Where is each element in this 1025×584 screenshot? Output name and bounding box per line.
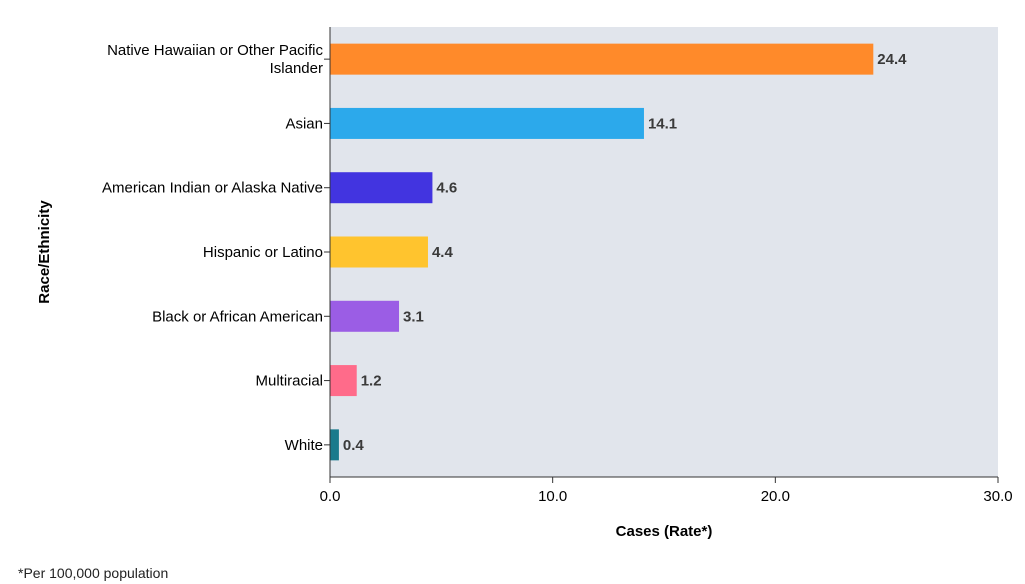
category-label-3: Hispanic or Latino (203, 244, 323, 261)
category-label-2: American Indian or Alaska Native (102, 180, 323, 197)
x-tick-label-3: 30.0 (983, 488, 1012, 505)
category-label-line: Multiracial (255, 373, 323, 390)
value-label-4: 3.1 (403, 308, 424, 325)
x-axis-title: Cases (Rate*) (616, 523, 713, 540)
bar-4 (330, 300, 400, 332)
bar-5 (330, 365, 357, 397)
plot-area (330, 27, 998, 477)
value-label-1: 14.1 (648, 115, 677, 132)
bar-2 (330, 172, 433, 204)
value-label-2: 4.6 (436, 180, 457, 197)
category-label-line: White (285, 437, 323, 454)
category-label-line: Asian (285, 115, 323, 132)
bar-6 (330, 429, 339, 461)
category-label-line: Hispanic or Latino (203, 244, 323, 261)
value-label-0: 24.4 (877, 51, 907, 68)
bar-0 (330, 43, 874, 75)
value-label-3: 4.4 (432, 244, 454, 261)
category-label-line: Native Hawaiian or Other Pacific (107, 42, 323, 59)
bar-1 (330, 107, 644, 139)
x-tick-label-2: 20.0 (761, 488, 790, 505)
x-tick-label-1: 10.0 (538, 488, 567, 505)
y-axis-title: Race/Ethnicity (36, 200, 53, 304)
x-tick-label-0: 0.0 (320, 488, 341, 505)
category-label-5: Multiracial (255, 373, 323, 390)
footnote: *Per 100,000 population (18, 565, 169, 581)
category-label-line: Islander (270, 60, 323, 77)
category-label-6: White (285, 437, 323, 454)
category-label-4: Black or African American (152, 308, 323, 325)
value-label-6: 0.4 (343, 437, 365, 454)
category-label-1: Asian (285, 115, 323, 132)
value-label-5: 1.2 (361, 373, 382, 390)
category-label-line: American Indian or Alaska Native (102, 180, 323, 197)
bar-3 (330, 236, 428, 268)
category-label-0: Native Hawaiian or Other Pacific Islander (107, 42, 323, 77)
category-label-line: Black or African American (152, 308, 323, 325)
